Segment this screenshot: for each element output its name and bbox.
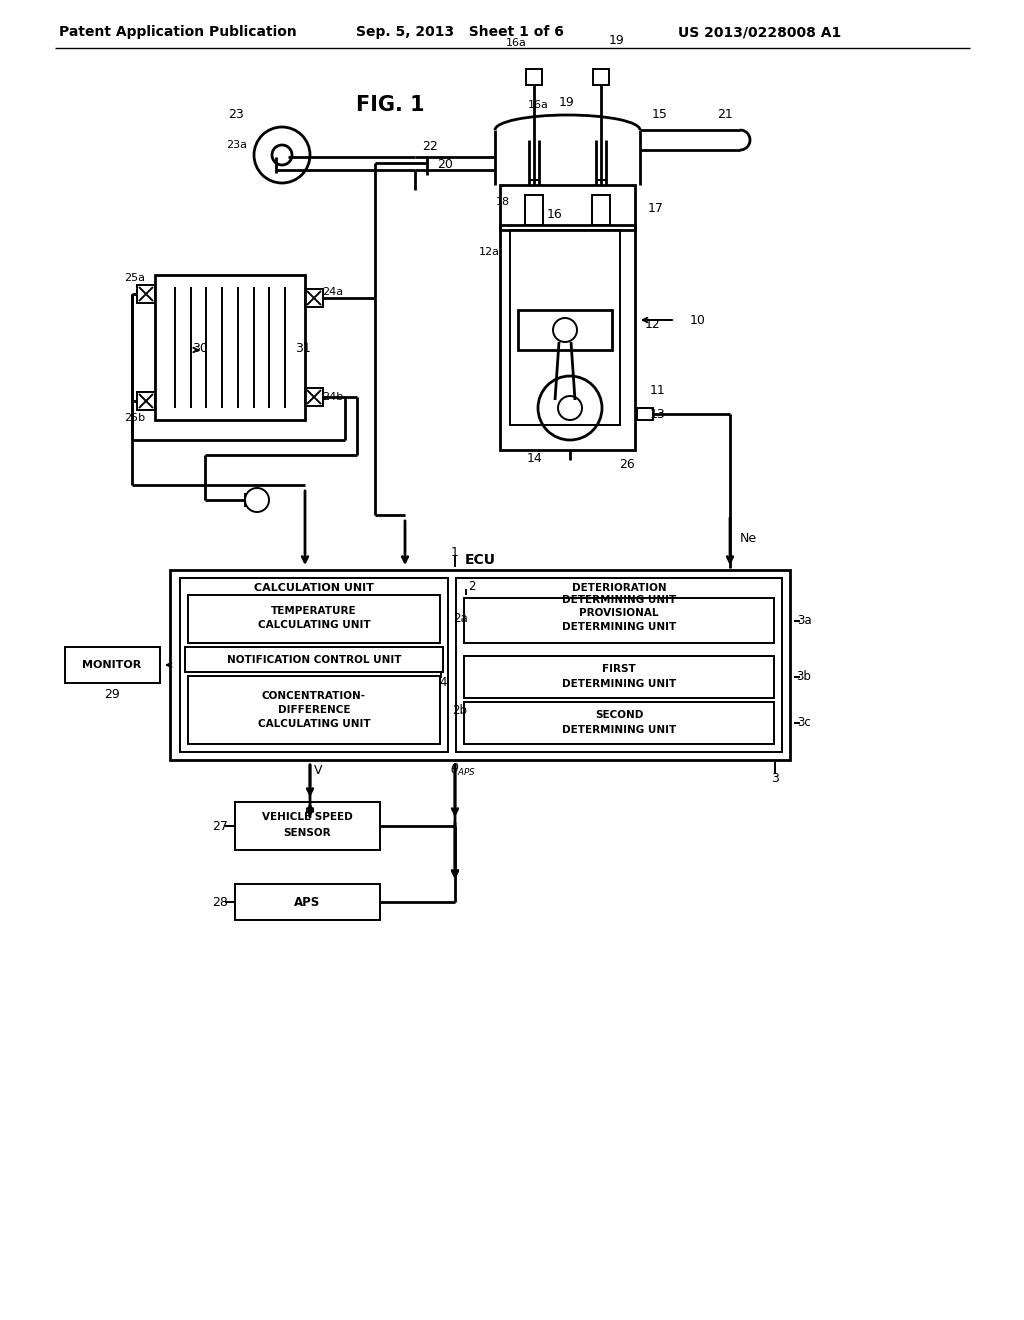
Text: DIFFERENCE: DIFFERENCE [278, 705, 350, 715]
Bar [234, 884, 380, 920]
Text: 12: 12 [645, 318, 660, 331]
Text: Patent Application Publication: Patent Application Publication [59, 25, 297, 40]
Text: 18: 18 [496, 197, 510, 207]
Text: 26: 26 [620, 458, 635, 471]
Text: CALCULATION UNIT: CALCULATION UNIT [254, 583, 374, 593]
Text: Ne: Ne [739, 532, 757, 544]
Bar [518, 310, 612, 350]
Text: 16a: 16a [506, 38, 526, 48]
Text: 25a: 25a [125, 273, 145, 282]
Text: 10: 10 [690, 314, 706, 326]
Text: SENSOR: SENSOR [284, 828, 331, 838]
Bar [500, 185, 635, 230]
Text: DETERIORATION: DETERIORATION [571, 583, 667, 593]
Text: DETERMINING UNIT: DETERMINING UNIT [562, 725, 676, 735]
Text: 27: 27 [212, 820, 228, 833]
Bar [188, 595, 440, 643]
Text: 19: 19 [559, 95, 574, 108]
Text: 3: 3 [771, 771, 779, 784]
Bar [65, 647, 160, 682]
Text: ECU: ECU [465, 553, 496, 568]
Text: 14: 14 [527, 451, 543, 465]
Text: TEMPERATURE: TEMPERATURE [271, 606, 356, 616]
Text: CONCENTRATION-: CONCENTRATION- [262, 690, 366, 701]
Text: 21: 21 [717, 108, 733, 121]
Text: PROVISIONAL: PROVISIONAL [580, 609, 658, 618]
Bar [464, 656, 774, 698]
Text: FIG. 1: FIG. 1 [355, 95, 424, 115]
Text: 16a: 16a [527, 100, 549, 110]
Bar [180, 578, 449, 752]
Bar [510, 230, 620, 425]
Text: 17: 17 [648, 202, 664, 214]
Text: Sep. 5, 2013   Sheet 1 of 6: Sep. 5, 2013 Sheet 1 of 6 [356, 25, 564, 40]
Text: CALCULATING UNIT: CALCULATING UNIT [258, 620, 371, 630]
Text: FIRST: FIRST [602, 664, 636, 675]
Bar [637, 408, 653, 420]
Text: 2a: 2a [453, 612, 467, 626]
Text: 15: 15 [652, 108, 668, 121]
Text: 2: 2 [468, 581, 476, 594]
Text: 29: 29 [104, 689, 120, 701]
Text: 12a: 12a [479, 247, 500, 257]
Text: 20: 20 [437, 158, 453, 172]
Text: 24a: 24a [323, 286, 344, 297]
Text: DETERMINING UNIT: DETERMINING UNIT [562, 678, 676, 689]
Text: VEHICLE SPEED: VEHICLE SPEED [261, 812, 352, 822]
Bar [500, 224, 635, 450]
Text: 30: 30 [193, 342, 208, 355]
Bar [305, 289, 323, 308]
Bar [464, 598, 774, 643]
Bar [155, 275, 305, 420]
Text: NOTIFICATION CONTROL UNIT: NOTIFICATION CONTROL UNIT [226, 655, 401, 665]
Bar [185, 647, 443, 672]
Bar [137, 392, 155, 411]
Bar [526, 69, 542, 84]
Bar [305, 388, 323, 407]
Bar [593, 69, 609, 84]
Text: 13: 13 [650, 408, 666, 421]
Text: V: V [313, 763, 323, 776]
Bar [137, 285, 155, 304]
Text: 23: 23 [228, 108, 244, 121]
Text: 25b: 25b [125, 413, 145, 422]
Text: APS: APS [294, 895, 321, 908]
Text: 1: 1 [451, 545, 459, 558]
Text: 24b: 24b [323, 392, 344, 403]
Bar [456, 578, 782, 752]
Text: CALCULATING UNIT: CALCULATING UNIT [258, 719, 371, 729]
Bar [592, 195, 610, 224]
Text: 23a: 23a [226, 140, 247, 150]
Text: 31: 31 [295, 342, 310, 355]
Bar [188, 676, 440, 744]
Text: 4: 4 [439, 676, 446, 689]
Text: $\theta_{APS}$: $\theta_{APS}$ [450, 762, 476, 777]
Bar [170, 570, 790, 760]
Bar [525, 195, 543, 224]
Text: MONITOR: MONITOR [82, 660, 141, 671]
Text: 11: 11 [650, 384, 666, 396]
Text: 3b: 3b [797, 671, 811, 684]
Text: 2b: 2b [453, 704, 468, 717]
Bar [234, 803, 380, 850]
Text: 3a: 3a [797, 615, 811, 627]
Text: SECOND: SECOND [595, 710, 643, 719]
Bar [464, 702, 774, 744]
Text: 19: 19 [609, 33, 625, 46]
Text: US 2013/0228008 A1: US 2013/0228008 A1 [678, 25, 842, 40]
Text: 3c: 3c [797, 717, 811, 730]
Text: 16: 16 [547, 209, 563, 222]
Text: DETERMINING UNIT: DETERMINING UNIT [562, 622, 676, 632]
Text: 22: 22 [422, 140, 438, 153]
Text: DETERMINING UNIT: DETERMINING UNIT [562, 595, 676, 605]
Text: 28: 28 [212, 895, 228, 908]
